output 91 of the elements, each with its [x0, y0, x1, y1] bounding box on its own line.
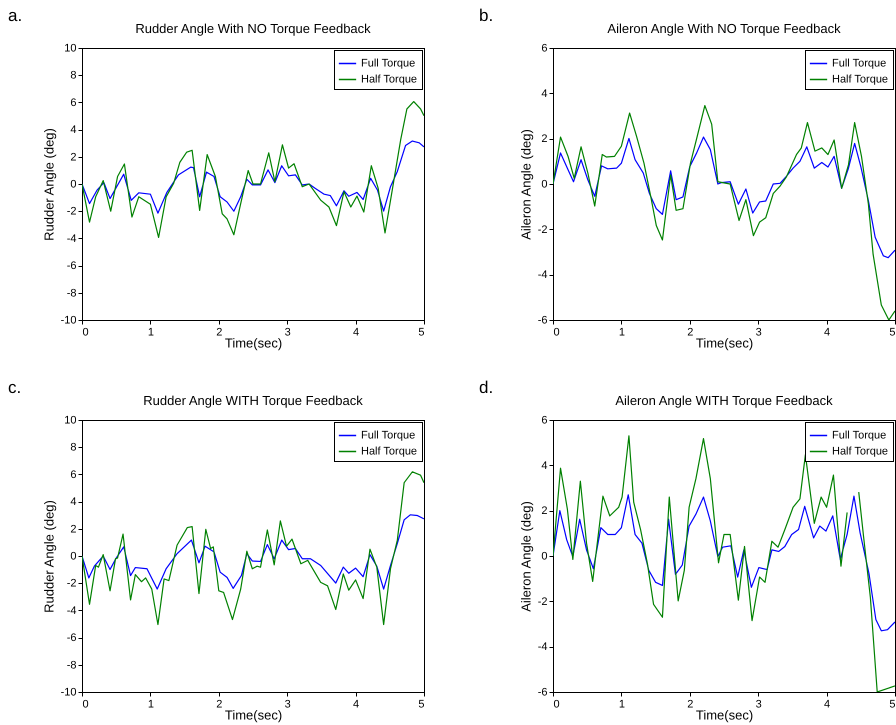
y-tick-label: 4	[70, 124, 76, 136]
x-tick-label: 0	[82, 326, 89, 338]
x-tick-label: 5	[889, 326, 896, 338]
y-tick-label: -8	[66, 659, 76, 672]
x-axis-title: Time(sec)	[696, 708, 754, 722]
x-tick-label: 4	[353, 698, 360, 710]
x-tick-label: 3	[284, 698, 291, 710]
y-tick-label: 6	[541, 42, 548, 54]
y-tick-label: -4	[538, 269, 548, 282]
y-tick-label: -4	[538, 641, 548, 654]
y-tick-label: 0	[541, 550, 548, 562]
line-series	[553, 136, 895, 258]
y-tick-label: -10	[60, 314, 76, 326]
y-axis-title: Aileron Angle (deg)	[518, 129, 534, 240]
x-tick-label: 5	[418, 326, 424, 338]
y-tick-label: -2	[538, 224, 548, 236]
y-tick-label: 10	[64, 414, 76, 426]
y-tick-label: 4	[541, 88, 548, 100]
y-tick-label: 2	[70, 151, 76, 164]
y-tick-label: 2	[70, 523, 76, 536]
chart-title: Aileron Angle WITH Torque Feedback	[615, 393, 834, 408]
text: d.	[479, 378, 494, 398]
x-tick-label: 3	[756, 326, 762, 338]
line-series	[82, 514, 424, 590]
x-tick-label: 3	[756, 698, 762, 710]
y-tick-label: -6	[538, 686, 548, 698]
x-tick-label: 3	[284, 326, 291, 338]
chart-title: Rudder Angle With NO Torque Feedback	[135, 21, 372, 36]
line-series	[553, 104, 895, 320]
y-tick-label: 4	[70, 496, 76, 508]
y-axis-title: Rudder Angle (deg)	[42, 500, 57, 613]
x-axis-title: Time(sec)	[224, 336, 282, 350]
y-tick-label: -2	[66, 578, 76, 590]
y-tick-label: 4	[541, 460, 548, 472]
y-tick-label: -2	[66, 206, 76, 218]
y-tick-label: -6	[66, 260, 76, 272]
y-axis-title: Rudder Angle (deg)	[42, 128, 57, 241]
legend-label: Half Torque	[361, 446, 418, 458]
x-tick-label: 1	[148, 698, 154, 710]
x-tick-label: 5	[889, 698, 896, 710]
x-tick-label: 2	[687, 698, 694, 710]
x-tick-label: 4	[353, 326, 360, 338]
x-tick-label: 4	[824, 326, 830, 338]
x-tick-label: 5	[418, 698, 424, 710]
x-axis-title: Time(sec)	[224, 708, 282, 722]
y-tick-label: -4	[66, 232, 76, 245]
y-tick-label: 0	[70, 178, 76, 190]
y-tick-label: 6	[70, 468, 76, 481]
x-tick-label: 2	[216, 326, 222, 338]
y-tick-label: -6	[538, 314, 548, 326]
chart-title: Rudder Angle WITH Torque Feedback	[143, 393, 364, 408]
y-tick-label: 6	[541, 414, 548, 426]
y-tick-label: -10	[60, 686, 76, 698]
text: a.	[8, 6, 22, 26]
x-tick-label: 0	[554, 698, 560, 710]
y-tick-label: 8	[70, 442, 76, 454]
y-tick-label: -8	[66, 287, 76, 300]
line-series	[553, 494, 895, 632]
x-tick-label: 0	[554, 326, 560, 338]
x-tick-label: 1	[618, 326, 625, 338]
x-tick-label: 1	[618, 698, 625, 710]
legend-label: Half Torque	[832, 446, 888, 458]
line-series	[82, 140, 424, 214]
line-series	[82, 100, 424, 238]
y-tick-label: 0	[70, 550, 76, 562]
y-tick-label: 10	[64, 42, 76, 54]
y-tick-label: 2	[541, 133, 548, 146]
x-axis-title: Time(sec)	[696, 336, 754, 350]
legend-label: Half Torque	[832, 74, 888, 86]
x-tick-label: 2	[216, 698, 222, 710]
y-tick-label: -4	[66, 604, 76, 617]
x-tick-label: 0	[82, 698, 89, 710]
x-tick-label: 2	[687, 326, 694, 338]
y-tick-label: -2	[538, 596, 548, 608]
legend-label: Full Torque	[361, 430, 416, 442]
y-axis-title: Aileron Angle (deg)	[518, 501, 534, 612]
y-tick-label: 2	[541, 505, 548, 518]
x-tick-label: 4	[824, 698, 830, 710]
text: b.	[479, 6, 494, 26]
legend-label: Full Torque	[361, 58, 416, 70]
y-tick-label: 6	[70, 96, 76, 109]
line-series	[82, 471, 424, 626]
y-tick-label: 8	[70, 70, 76, 82]
legend-label: Half Torque	[361, 74, 418, 86]
legend-label: Full Torque	[832, 430, 886, 442]
legend-label: Full Torque	[832, 58, 886, 70]
x-tick-label: 1	[148, 326, 154, 338]
y-tick-label: 0	[541, 178, 548, 190]
chart-title: Aileron Angle With NO Torque Feedback	[607, 21, 842, 36]
y-tick-label: -6	[66, 632, 76, 644]
text: c.	[8, 378, 22, 398]
